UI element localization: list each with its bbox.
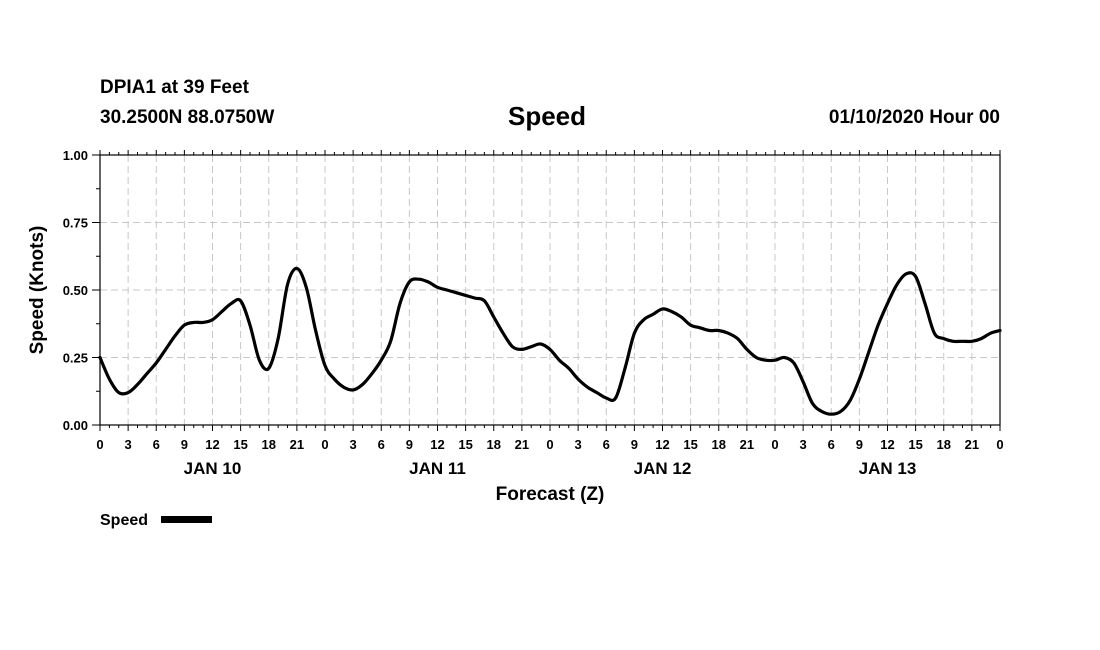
x-tick-label: 0 [546,437,553,452]
station-name: DPIA1 at 39 Feet [100,77,249,98]
y-tick-label: 0.75 [63,216,88,231]
x-tick-label: 9 [856,437,863,452]
x-tick-label: 0 [96,437,103,452]
x-tick-label: 0 [771,437,778,452]
chart-grid [100,155,1000,425]
x-tick-label: 3 [350,437,357,452]
x-tick-label: 9 [181,437,188,452]
x-tick-label: 9 [631,437,638,452]
x-tick-label: 15 [233,437,247,452]
x-axis-title: Forecast (Z) [496,484,605,505]
x-tick-label: 0 [996,437,1003,452]
day-label: JAN 10 [184,459,242,478]
x-tick-label: 21 [965,437,979,452]
x-tick-labels: 0 3 6 9 12 15 18 21 0 3 6 9 12 15 18 21 0 3 6 9 12 15 18 21 0 3 6 9… [96,437,1003,452]
axis-ticks [92,150,1001,431]
day-label: JAN 11 [409,459,466,478]
forecast-datetime: 01/10/2020 Hour 00 [828,107,1000,128]
x-tick-label: 15 [683,437,697,452]
x-tick-label: 9 [406,437,413,452]
day-label: JAN 13 [859,459,917,478]
x-tick-label: 12 [655,437,669,452]
x-tick-label: 3 [575,437,582,452]
legend-label-speed: Speed [100,512,148,529]
x-tick-label: 18 [262,437,276,452]
series-line-speed [98,266,1002,416]
y-tick-label: 1.00 [63,148,88,163]
y-tick-labels: 0.00 0.25 0.50 0.75 1.00 [63,148,88,433]
day-labels: JAN 10 JAN 11 JAN 12 JAN 13 [184,459,917,478]
x-tick-label: 18 [712,437,726,452]
x-tick-label: 21 [740,437,754,452]
x-tick-label: 15 [908,437,922,452]
x-tick-label: 18 [937,437,951,452]
x-tick-label: 12 [430,437,444,452]
day-label: JAN 12 [634,459,692,478]
x-tick-label: 6 [378,437,385,452]
x-tick-label: 15 [458,437,472,452]
chart-title: Speed [508,101,587,131]
y-tick-label: 0.00 [63,418,88,433]
x-tick-label: 3 [800,437,807,452]
x-tick-label: 12 [880,437,894,452]
legend-swatch-speed [161,516,212,523]
x-tick-label: 21 [515,437,529,452]
station-coordinates: 30.2500N 88.0750W [100,107,275,128]
x-tick-label: 6 [153,437,160,452]
x-tick-label: 3 [125,437,132,452]
x-tick-label: 0 [321,437,328,452]
y-tick-label: 0.25 [63,351,88,366]
x-tick-label: 6 [603,437,610,452]
y-axis-title: Speed (Knots) [27,226,48,355]
x-tick-label: 18 [487,437,501,452]
x-tick-label: 12 [205,437,219,452]
x-tick-label: 6 [828,437,835,452]
x-tick-label: 21 [290,437,304,452]
y-tick-label: 0.50 [63,283,88,298]
